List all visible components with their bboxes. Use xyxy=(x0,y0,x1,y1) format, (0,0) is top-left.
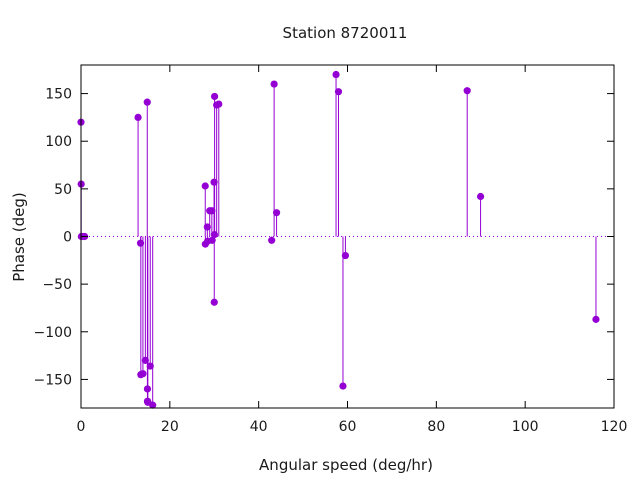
data-point xyxy=(141,356,149,364)
x-tick-label: 40 xyxy=(250,419,268,435)
data-point xyxy=(272,209,281,217)
data-point xyxy=(476,192,485,201)
data-point xyxy=(143,98,151,106)
y-axis-title: Phase (deg) xyxy=(10,192,28,282)
x-axis-ticks: 0 20 40 60 80 100 120 xyxy=(77,65,628,435)
data-point xyxy=(332,70,340,79)
y-tick-label: 150 xyxy=(45,87,72,103)
data-point xyxy=(203,223,211,231)
y-tick-label: −50 xyxy=(42,277,72,293)
data-point xyxy=(215,100,223,108)
data-point xyxy=(146,362,154,370)
data-point xyxy=(136,239,145,247)
data-point xyxy=(268,236,276,244)
data-point xyxy=(208,236,216,244)
data-point xyxy=(210,178,218,186)
data-point xyxy=(139,370,147,378)
y-tick-label: 100 xyxy=(45,134,72,150)
impulses-layer xyxy=(80,74,597,406)
chart-title: Station 8720011 xyxy=(283,24,408,42)
y-tick-label: 0 xyxy=(63,230,72,246)
x-tick-label: 120 xyxy=(601,419,628,435)
data-point xyxy=(201,182,209,190)
y-axis-ticks: −150 −100 −50 0 50 100 150 xyxy=(34,87,614,388)
y-tick-label: −150 xyxy=(34,372,72,388)
data-point xyxy=(143,385,152,393)
x-tick-label: 80 xyxy=(427,419,445,435)
data-point xyxy=(134,113,142,122)
data-point xyxy=(592,315,600,323)
data-point xyxy=(270,80,278,88)
data-point xyxy=(210,298,218,306)
y-tick-label: −100 xyxy=(34,325,72,341)
plot-frame xyxy=(80,64,615,409)
data-point xyxy=(208,207,216,215)
x-tick-label: 20 xyxy=(161,419,179,435)
data-point xyxy=(339,382,347,390)
x-tick-label: 100 xyxy=(512,419,539,435)
data-point xyxy=(149,401,157,409)
data-point xyxy=(463,87,471,95)
y-tick-label: 50 xyxy=(54,182,72,198)
x-axis-title: Angular speed (deg/hr) xyxy=(259,456,433,474)
data-point xyxy=(341,251,350,260)
x-tick-label: 0 xyxy=(77,419,86,435)
data-point xyxy=(210,230,219,239)
data-point xyxy=(334,88,343,96)
x-tick-label: 60 xyxy=(339,419,357,435)
data-point xyxy=(211,92,219,101)
